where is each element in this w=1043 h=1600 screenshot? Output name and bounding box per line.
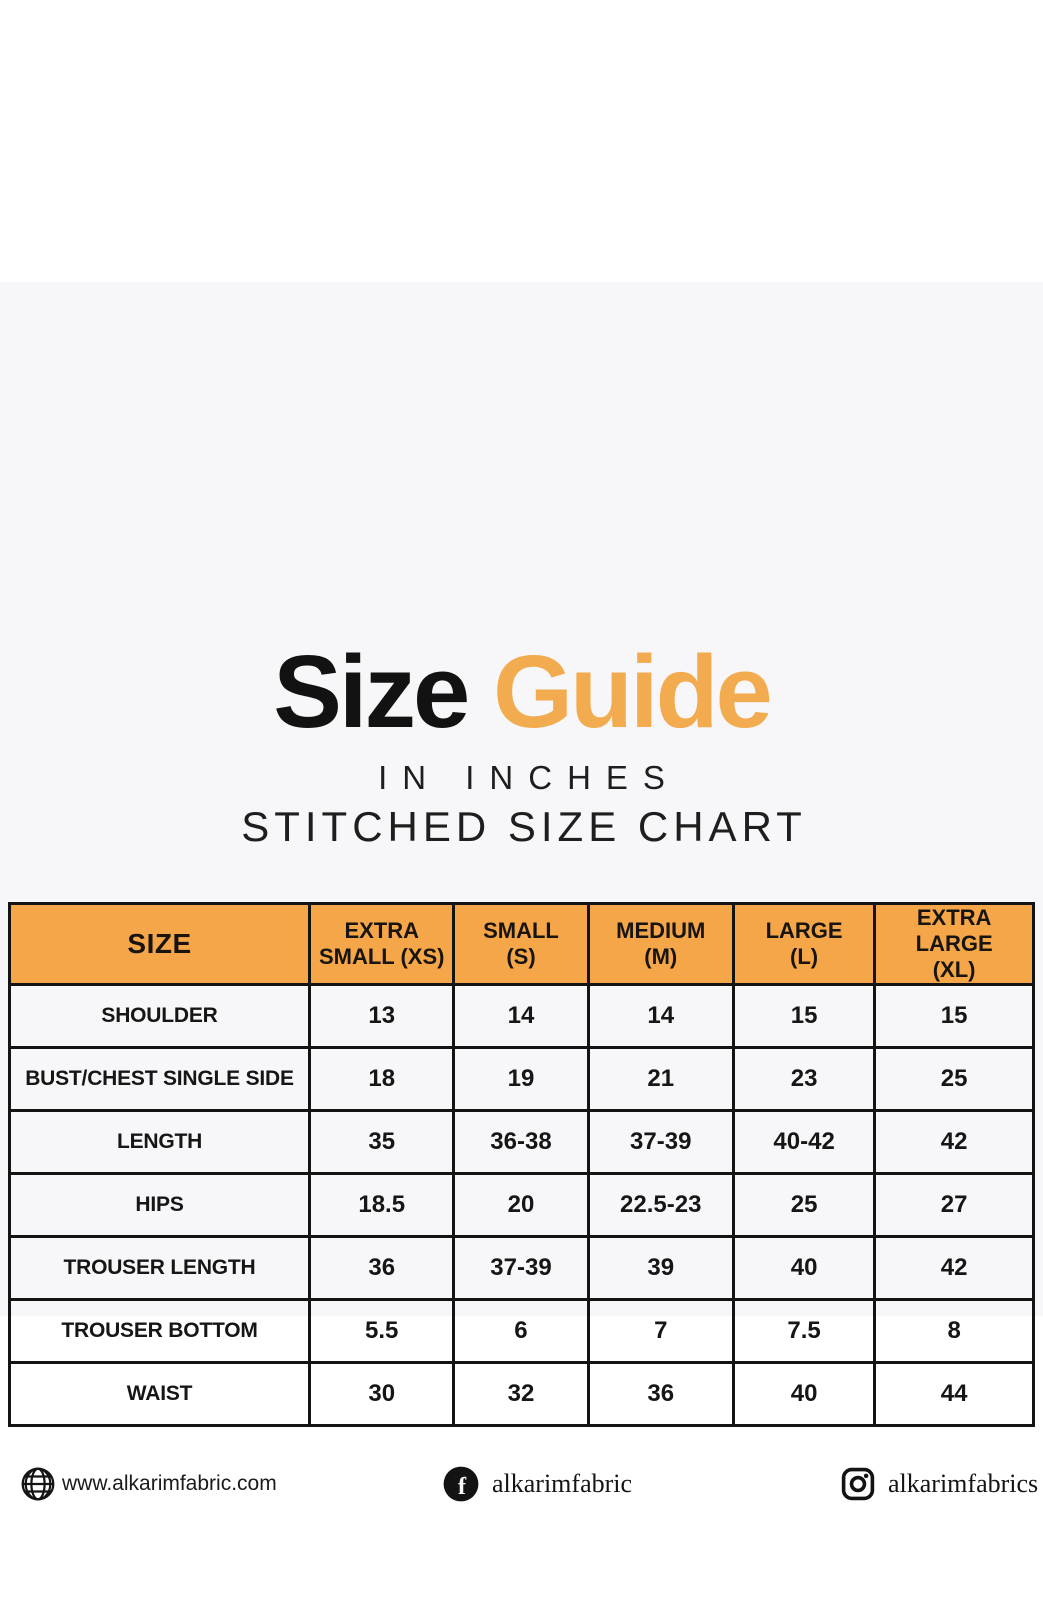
header-large: LARGE (L) [731,902,877,986]
subtitle-stitched-size-chart: STITCHED SIZE CHART [241,803,807,850]
table-cell: 18 [308,1045,456,1112]
table-cell: 23 [731,1045,877,1112]
row-label: TROUSER BOTTOM [7,1297,312,1364]
table-cell: 22.5-23 [586,1171,735,1238]
title-block: Size Guide IN INCHES STITCHED SIZE CHART [0,640,1043,851]
table-row-hips: HIPS 18.5 20 22.5-23 25 27 [7,1171,1035,1238]
table-cell: 15 [873,982,1035,1049]
page-title: Size Guide [0,640,1043,743]
instagram-username: alkarimfabrics [888,1469,1039,1498]
table-cell: 42 [873,1234,1035,1301]
table-cell: 36 [586,1360,735,1427]
row-label: TROUSER LENGTH [7,1234,312,1301]
table-cell: 25 [731,1171,877,1238]
header-small: SMALL (S) [452,902,590,986]
website-url: www.alkarimfabric.com [62,1472,277,1495]
instagram-handle: alkarimfabrics [840,1464,1038,1504]
globe-icon [21,1467,55,1501]
row-label: WAIST [7,1360,312,1427]
table-cell: 25 [873,1045,1035,1112]
table-cell: 44 [873,1360,1035,1427]
table-cell: 15 [731,982,877,1049]
table-cell: 14 [452,982,590,1049]
table-cell: 36-38 [452,1108,590,1175]
table-row-shoulder: SHOULDER 13 14 14 15 15 [7,982,1035,1049]
table-header-row: SIZE EXTRA SMALL (XS) SMALL (S) MEDIUM (M) … [7,902,1035,986]
table-cell: 7 [586,1297,735,1364]
table-row-trouser-bottom: TROUSER BOTTOM 5.5 6 7 7.5 8 [7,1297,1035,1364]
svg-text:f: f [458,1473,467,1500]
table-row-length: LENGTH 35 36-38 37-39 40-42 42 [7,1108,1035,1175]
table-cell: 30 [308,1360,456,1427]
instagram-icon [841,1467,875,1501]
table-cell: 7.5 [731,1297,877,1364]
table-cell: 18.5 [308,1171,456,1238]
table-cell: 35 [308,1108,456,1175]
row-label: HIPS [7,1171,312,1238]
subtitle-in-inches: IN INCHES [378,759,680,796]
table-cell: 37-39 [586,1108,735,1175]
row-label: BUST/CHEST SINGLE SIDE [7,1045,312,1112]
website-link: www.alkarimfabric.com [20,1464,277,1504]
table-cell: 19 [452,1045,590,1112]
table-cell: 40-42 [731,1108,877,1175]
content-panel: Size Guide IN INCHES STITCHED SIZE CHART… [0,282,1043,1502]
table-cell: 8 [873,1297,1035,1364]
table-cell: 6 [452,1297,590,1364]
table-cell: 36 [308,1234,456,1301]
table-cell: 21 [586,1045,735,1112]
table-cell: 40 [731,1234,877,1301]
table-cell: 27 [873,1171,1035,1238]
facebook-username: alkarimfabric [492,1469,633,1498]
title-word-guide: Guide [492,634,773,749]
header-size: SIZE [7,902,312,986]
row-label: LENGTH [7,1108,312,1175]
table-cell: 13 [308,982,456,1049]
size-chart-table: SIZE EXTRA SMALL (XS) SMALL (S) MEDIUM (M) … [7,902,1035,1427]
row-label: SHOULDER [7,982,312,1049]
table-cell: 5.5 [308,1297,456,1364]
table-row-bust-chest: BUST/CHEST SINGLE SIDE 18 19 21 23 25 [7,1045,1035,1112]
facebook-handle: f alkarimfabric [442,1464,632,1504]
facebook-icon: f [443,1466,479,1502]
table-cell: 40 [731,1360,877,1427]
table-cell: 42 [873,1108,1035,1175]
header-extra-large: EXTRA LARGE (XL) [873,902,1035,986]
table-cell: 20 [452,1171,590,1238]
header-extra-small: EXTRA SMALL (XS) [308,902,456,986]
table-cell: 39 [586,1234,735,1301]
table-cell: 32 [452,1360,590,1427]
header-medium: MEDIUM (M) [586,902,735,986]
table-row-trouser-length: TROUSER LENGTH 36 37-39 39 40 42 [7,1234,1035,1301]
table-cell: 37-39 [452,1234,590,1301]
table-cell: 14 [586,982,735,1049]
table-row-waist: WAIST 30 32 36 40 44 [7,1360,1035,1427]
title-word-size: Size [273,634,470,749]
